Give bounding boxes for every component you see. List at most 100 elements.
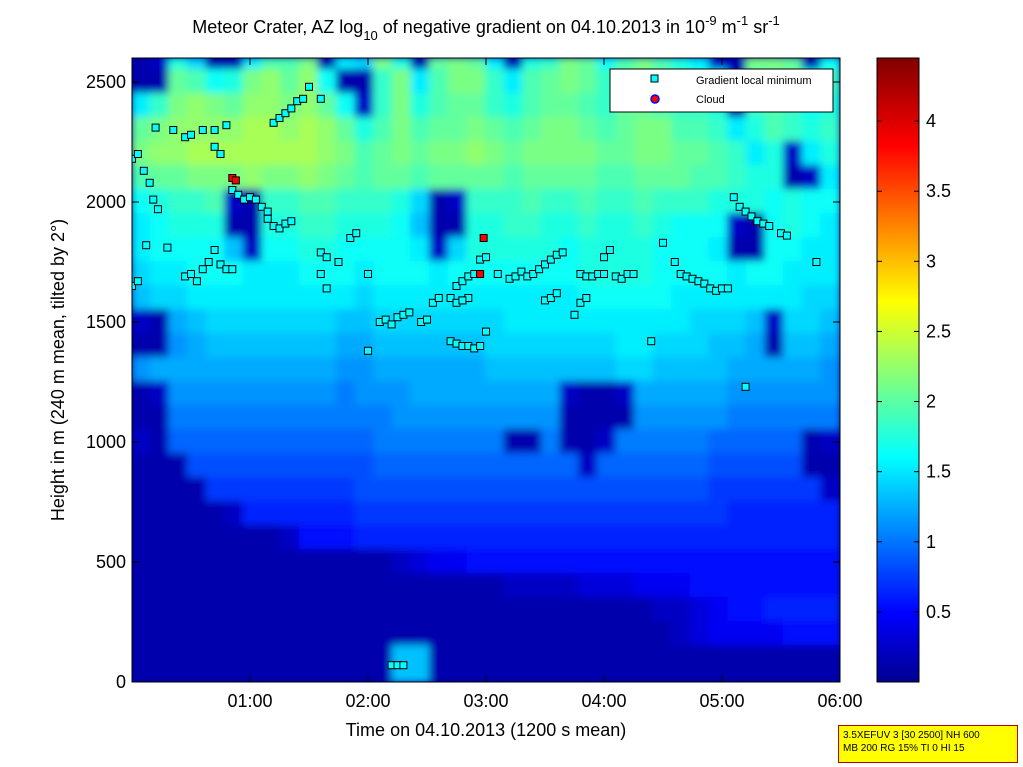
heatmap-cell (578, 477, 599, 503)
gradient-minimum-point (132, 282, 136, 290)
heatmap-cell (261, 525, 283, 551)
heatmap-cell (540, 189, 562, 215)
heatmap-cell (429, 381, 450, 407)
gradient-minimum-point (541, 260, 549, 269)
heatmap-cell (503, 117, 525, 143)
heatmap-cell (429, 237, 450, 263)
heatmap-cell (280, 237, 301, 263)
heatmap-cell (596, 58, 618, 71)
heatmap-cell (764, 381, 786, 407)
heatmap-cell (689, 621, 711, 647)
heatmap-cell (671, 597, 692, 623)
heatmap-cell (634, 381, 655, 407)
heatmap-cell (522, 213, 543, 239)
heatmap-cell (335, 213, 357, 239)
heatmap-cell (727, 117, 748, 143)
heatmap-cell (354, 429, 376, 455)
heatmap-cell (615, 549, 637, 575)
heatmap-cell (727, 405, 748, 431)
gradient-minimum-point (287, 217, 296, 226)
heatmap-cell (503, 573, 525, 599)
heatmap-cell (242, 477, 264, 503)
heatmap-cell (410, 477, 432, 503)
heatmap-cell (522, 141, 543, 167)
heatmap-cell (132, 573, 152, 599)
heatmap-cell (689, 189, 711, 215)
gradient-minimum-point (381, 315, 390, 324)
heatmap-cell (652, 165, 674, 191)
heatmap-cell (261, 58, 283, 71)
heatmap-cell (820, 117, 840, 143)
heatmap-cell (186, 477, 208, 503)
heatmap-cell (168, 453, 189, 479)
heatmap-cell (149, 501, 171, 527)
heatmap-cell (354, 573, 376, 599)
heatmap-cell (708, 453, 730, 479)
gradient-minimum-point (434, 294, 443, 302)
heatmap-cell (652, 189, 674, 215)
heatmap-cell (727, 213, 748, 239)
heatmap-cell (132, 189, 152, 215)
heatmap-cell (149, 93, 171, 119)
heatmap-cell (168, 333, 189, 359)
heatmap-cell (280, 477, 301, 503)
heatmap-cell (820, 285, 840, 311)
heatmap-cell (168, 189, 189, 215)
heatmap-cell (503, 645, 525, 671)
heatmap-cell (764, 453, 786, 479)
heatmap-cell (522, 381, 543, 407)
heatmap-cell (708, 645, 730, 671)
heatmap-cell (708, 597, 730, 623)
heatmap-cell (522, 58, 543, 71)
heatmap-cell (410, 58, 432, 71)
heatmap-cell (224, 213, 245, 239)
heatmap-cell (149, 381, 171, 407)
heatmap-cell (689, 453, 711, 479)
heatmap-cell (373, 357, 394, 383)
heatmap-cell (205, 621, 227, 647)
cloud-point (476, 270, 485, 278)
heatmap-cell (820, 357, 840, 383)
heatmap-cell (485, 141, 506, 167)
heatmap-cell (317, 357, 338, 383)
heatmap-cell (578, 333, 599, 359)
heatmap-cell (671, 525, 692, 551)
heatmap-cell (410, 549, 432, 575)
heatmap-cell (317, 429, 338, 455)
heatmap-cell (671, 117, 692, 143)
heatmap-cell (317, 573, 338, 599)
heatmap-cell (503, 333, 525, 359)
heatmap-cell (578, 58, 599, 71)
heatmap-cell (466, 573, 487, 599)
heatmap-cell (280, 333, 301, 359)
heatmap-cell (429, 645, 450, 671)
heatmap-cell (615, 669, 637, 682)
heatmap-cell (335, 165, 357, 191)
heatmap-cell (540, 501, 562, 527)
heatmap-cell (466, 477, 487, 503)
gradient-minimum-point (142, 241, 151, 250)
heatmap-cell (298, 549, 320, 575)
heatmap-cell (783, 141, 804, 167)
heatmap-cell (242, 69, 264, 95)
heatmap-cell (559, 429, 581, 455)
heatmap-cell (727, 333, 748, 359)
heatmap-cell (168, 381, 189, 407)
heatmap-cell (671, 477, 692, 503)
heatmap-cell (596, 285, 618, 311)
heatmap-cell (689, 213, 711, 239)
heatmap-cell (149, 405, 171, 431)
heatmap-cell (298, 69, 320, 95)
heatmap-cell (522, 549, 543, 575)
heatmap-cell (280, 285, 301, 311)
heatmap-cell (186, 58, 208, 71)
colorbar (876, 57, 920, 683)
heatmap-cell (186, 597, 208, 623)
heatmap-cell (652, 237, 674, 263)
heatmap-cell (671, 549, 692, 575)
heatmap-cell (335, 357, 357, 383)
heatmap-cell (615, 117, 637, 143)
gradient-minimum-point (482, 253, 490, 262)
heatmap-cell (168, 213, 189, 239)
heatmap-cell (503, 141, 525, 167)
